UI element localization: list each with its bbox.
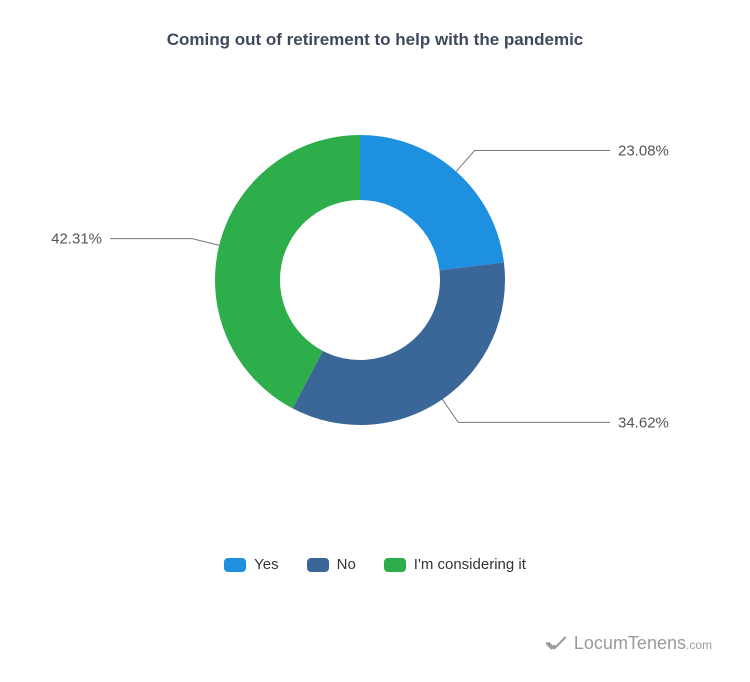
donut-slice — [293, 263, 505, 425]
donut-chart: 23.08% 34.62% 42.31% — [0, 80, 750, 480]
slice-value-label: 34.62% — [618, 414, 669, 431]
chart-container: Coming out of retirement to help with th… — [0, 0, 750, 682]
legend-item: I'm considering it — [384, 556, 526, 573]
callout-leader — [456, 151, 610, 172]
legend-item: No — [307, 556, 356, 573]
brand-logo: LocumTenens.com — [546, 632, 712, 654]
legend: Yes No I'm considering it — [0, 556, 750, 573]
legend-label: No — [337, 556, 356, 573]
chart-title: Coming out of retirement to help with th… — [0, 30, 750, 50]
legend-item: Yes — [224, 556, 278, 573]
legend-swatch — [224, 558, 246, 572]
brand-check-icon — [546, 632, 568, 654]
slice-value-label: 23.08% — [618, 143, 669, 160]
brand-text: LocumTenens.com — [574, 633, 712, 654]
legend-label: I'm considering it — [414, 556, 526, 573]
legend-label: Yes — [254, 556, 278, 573]
donut-slice — [360, 135, 504, 270]
slice-value-label: 42.31% — [51, 231, 102, 248]
legend-swatch — [384, 558, 406, 572]
callout-leader — [442, 399, 610, 422]
callout-leader — [110, 239, 219, 246]
legend-swatch — [307, 558, 329, 572]
